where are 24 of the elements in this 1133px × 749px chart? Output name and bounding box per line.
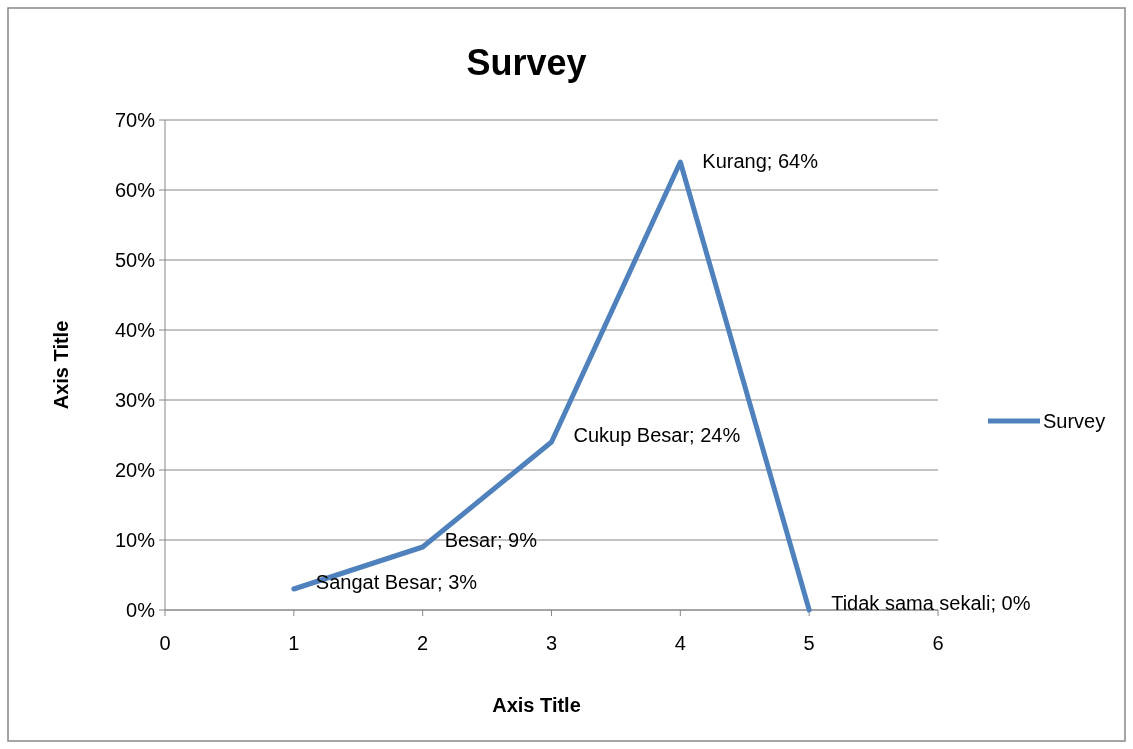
data-label: Kurang; 64% (702, 150, 819, 172)
y-axis-title: Axis Title (50, 320, 72, 410)
x-tick-label: 2 (417, 632, 429, 654)
data-label: Besar; 9% (444, 529, 538, 551)
y-tick-label: 0% (126, 599, 156, 621)
chart-title: Survey (466, 42, 587, 83)
x-axis-title: Axis Title (492, 694, 581, 716)
x-tick-label: 5 (803, 632, 815, 654)
data-label: Sangat Besar; 3% (315, 571, 478, 593)
legend-label: Survey (1043, 410, 1106, 432)
y-tick-label: 70% (114, 109, 156, 131)
x-tick-label: 6 (932, 632, 944, 654)
y-tick-label: 10% (114, 529, 156, 551)
data-label: Cukup Besar; 24% (573, 424, 741, 446)
data-label: Tidak sama sekali; 0% (831, 592, 1031, 614)
y-tick-label: 40% (114, 319, 156, 341)
y-tick-label: 60% (114, 179, 156, 201)
x-tick-label: 4 (674, 632, 686, 654)
x-tick-label: 3 (545, 632, 558, 654)
x-tick-label: 0 (159, 632, 171, 654)
x-tick-label: 1 (288, 632, 300, 654)
y-tick-label: 30% (114, 389, 156, 411)
y-tick-label: 20% (114, 459, 156, 481)
y-tick-label: 50% (114, 249, 156, 271)
